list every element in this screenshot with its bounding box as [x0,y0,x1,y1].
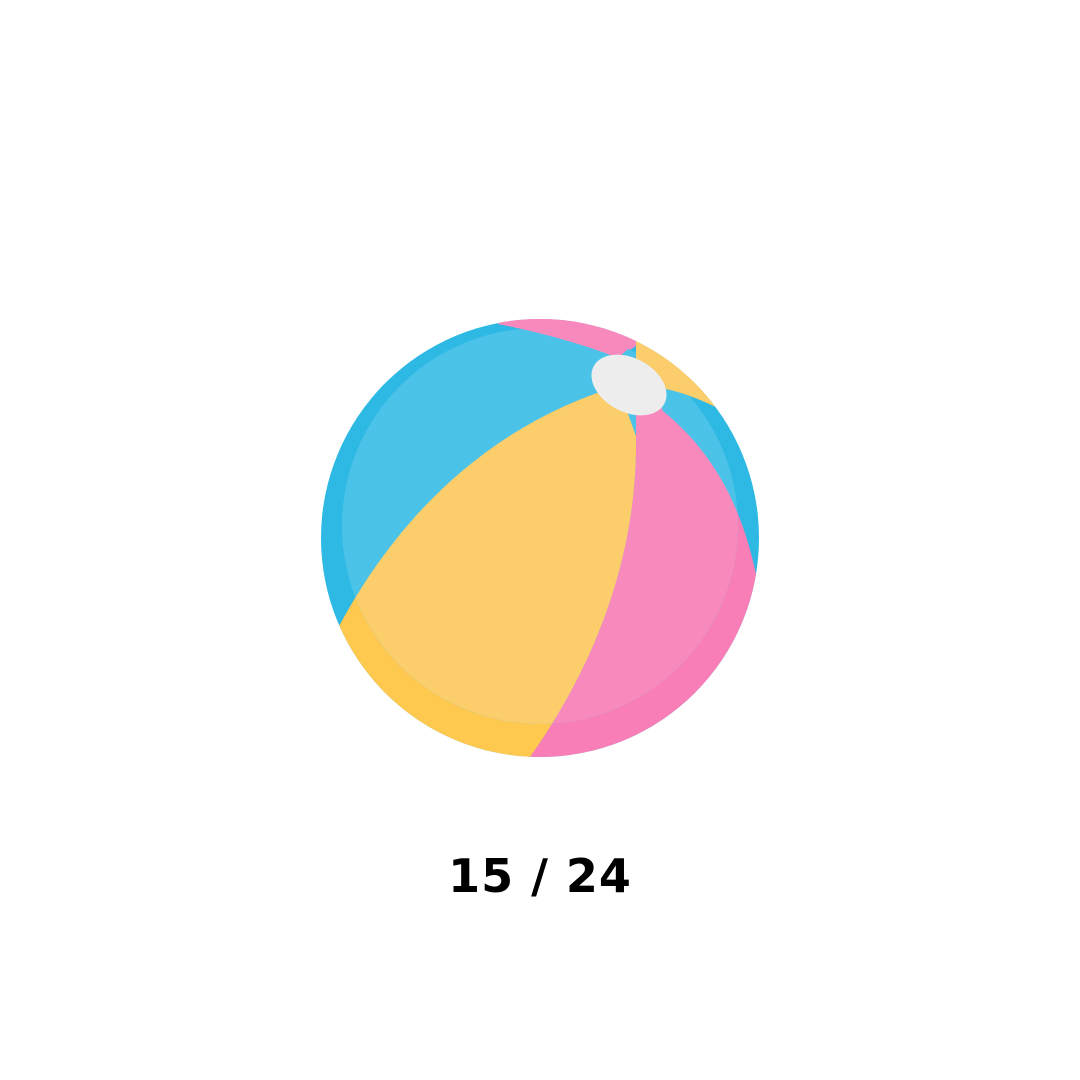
valve-cap [591,354,667,416]
ball-inner-face [342,328,738,724]
beach-ball-illustration [318,316,762,760]
beach-ball-icon [321,319,759,757]
slide-counter: 15 / 24 [448,849,632,903]
